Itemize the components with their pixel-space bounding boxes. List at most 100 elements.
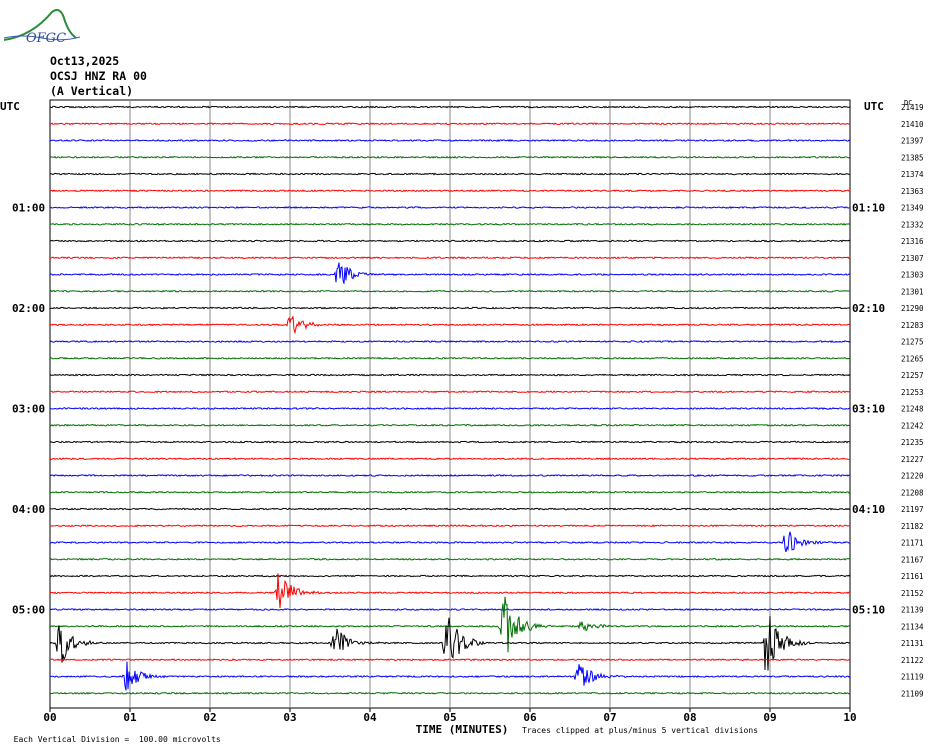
x-tick-label: 05 bbox=[443, 711, 456, 724]
seismic-trace bbox=[49, 172, 851, 176]
seismic-trace bbox=[49, 423, 851, 427]
time-label-right: 03:10 bbox=[852, 403, 885, 416]
dc-offset-label: 21220 bbox=[901, 472, 924, 481]
time-label-right: 05:10 bbox=[852, 604, 885, 617]
seismic-trace bbox=[49, 189, 851, 193]
dc-offset-label: 21301 bbox=[901, 287, 924, 296]
dc-offset-label: 21152 bbox=[901, 589, 924, 598]
dc-offset-label: 21161 bbox=[901, 572, 924, 581]
seismic-trace bbox=[49, 507, 851, 511]
seismic-trace bbox=[49, 239, 851, 243]
time-label-left: 03:00 bbox=[12, 403, 45, 416]
time-label-left: 01:00 bbox=[12, 202, 45, 215]
seismic-trace bbox=[50, 306, 851, 310]
seismic-trace bbox=[49, 490, 851, 494]
seismic-trace bbox=[49, 531, 851, 553]
seismic-trace bbox=[49, 661, 851, 691]
dc-offset-label: 21119 bbox=[901, 673, 924, 682]
dc-offset-label: 21316 bbox=[901, 237, 924, 246]
dc-offset-label: 21303 bbox=[901, 271, 924, 280]
seismic-trace bbox=[49, 574, 851, 578]
dc-offset-label: 21235 bbox=[901, 438, 924, 447]
utc-label-right: UTC bbox=[864, 100, 884, 113]
seismic-trace bbox=[49, 222, 851, 226]
seismic-trace bbox=[49, 356, 851, 360]
dc-offset-label: 21419 bbox=[901, 103, 924, 112]
seismic-trace bbox=[49, 557, 851, 561]
seismic-trace bbox=[49, 457, 851, 461]
seismic-trace bbox=[49, 206, 851, 210]
seismic-trace bbox=[49, 390, 851, 394]
dc-offset-label: 21197 bbox=[901, 505, 924, 514]
dc-offset-label: 21131 bbox=[901, 639, 924, 648]
dc-offset-label: 21227 bbox=[901, 455, 924, 464]
dc-offset-label: 21248 bbox=[901, 405, 924, 414]
dc-offset-label: 21397 bbox=[901, 137, 924, 146]
x-tick-label: 00 bbox=[43, 711, 56, 724]
footer-scale-icon-and-note: Each Vertical Division = 100.00 microvol… bbox=[4, 726, 221, 744]
dc-offset-label: 21182 bbox=[901, 522, 924, 531]
x-tick-label: 02 bbox=[203, 711, 216, 724]
utc-label-left: UTC bbox=[0, 100, 20, 113]
dc-offset-label: 21167 bbox=[901, 555, 924, 564]
footer-scale-note: Each Vertical Division = 100.00 microvol… bbox=[13, 735, 221, 744]
seismic-trace bbox=[49, 573, 851, 608]
time-label-left: 05:00 bbox=[12, 604, 45, 617]
ofgc-logo: OFGC bbox=[3, 9, 81, 44]
seismic-trace bbox=[49, 139, 851, 142]
dc-offset-label: 21307 bbox=[901, 254, 924, 263]
x-tick-label: 01 bbox=[123, 711, 137, 724]
time-label-right: 01:10 bbox=[852, 202, 885, 215]
x-tick-label: 06 bbox=[523, 711, 537, 724]
seismic-trace bbox=[49, 373, 851, 377]
x-tick-label: 07 bbox=[603, 711, 616, 724]
x-tick-label: 08 bbox=[683, 711, 696, 724]
x-tick-label: 09 bbox=[763, 711, 776, 724]
dc-offset-label: 21290 bbox=[901, 304, 924, 313]
seismic-trace bbox=[49, 691, 851, 695]
dc-offset-label: 21208 bbox=[901, 488, 924, 497]
x-tick-label: 04 bbox=[363, 711, 377, 724]
dc-offset-label: 21374 bbox=[901, 170, 924, 179]
dc-offset-label: 21410 bbox=[901, 120, 924, 129]
dc-label: DC bbox=[904, 99, 912, 107]
seismic-trace bbox=[49, 289, 851, 293]
seismic-trace bbox=[49, 473, 850, 477]
header-component: (A Vertical) bbox=[50, 84, 134, 98]
dc-offset-label: 21122 bbox=[901, 656, 924, 665]
dc-offset-label: 21171 bbox=[901, 539, 924, 548]
x-tick-label: 03 bbox=[283, 711, 296, 724]
dc-offset-label: 21332 bbox=[901, 220, 924, 229]
dc-offset-label: 21363 bbox=[901, 187, 924, 196]
dc-offset-label: 21242 bbox=[901, 421, 924, 430]
seismic-trace bbox=[49, 658, 851, 662]
dc-offset-label: 21275 bbox=[901, 338, 924, 347]
dc-offset-label: 21109 bbox=[901, 689, 924, 698]
time-label-left: 04:00 bbox=[12, 503, 45, 516]
x-axis-label: TIME (MINUTES) bbox=[416, 723, 509, 736]
ofgc-logo-text: OFGC bbox=[26, 31, 66, 44]
dc-offset-label: 21257 bbox=[901, 371, 924, 380]
seismic-trace bbox=[49, 316, 851, 335]
seismic-trace bbox=[49, 155, 851, 159]
seismic-trace bbox=[49, 440, 851, 444]
dc-offset-label: 21253 bbox=[901, 388, 924, 397]
ofgc-logo-wave-icon bbox=[3, 35, 81, 41]
seismic-trace bbox=[49, 524, 851, 528]
seismic-trace bbox=[49, 256, 851, 260]
header-station: OCSJ HNZ RA 00 bbox=[50, 69, 147, 83]
seismic-trace bbox=[49, 615, 851, 671]
time-label-left: 02:00 bbox=[12, 302, 45, 315]
ofgc-logo-swoosh-icon bbox=[3, 9, 77, 41]
time-label-right: 04:10 bbox=[852, 503, 885, 516]
dc-offset-label: 21349 bbox=[901, 204, 924, 213]
seismic-trace bbox=[49, 340, 851, 344]
header-date: Oct13,2025 bbox=[50, 54, 120, 68]
seismic-trace bbox=[49, 105, 851, 109]
seismic-trace bbox=[49, 122, 851, 126]
x-tick-label: 10 bbox=[843, 711, 856, 724]
seismic-trace bbox=[49, 407, 851, 410]
dc-offset-label: 21385 bbox=[901, 153, 924, 162]
time-label-right: 02:10 bbox=[852, 302, 885, 315]
